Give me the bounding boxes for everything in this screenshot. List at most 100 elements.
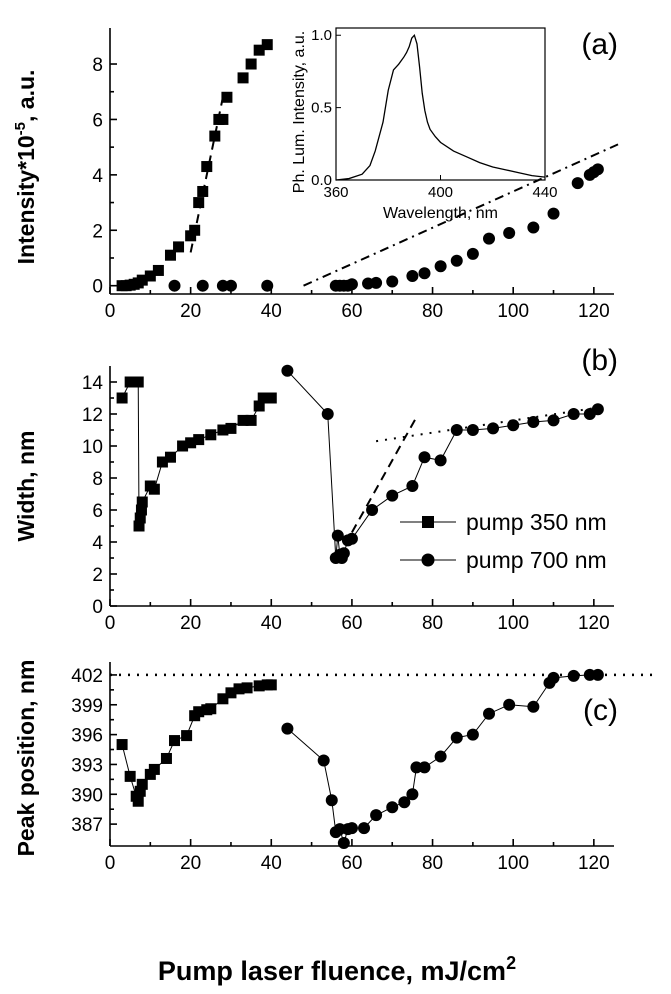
panel-b-x-tick-label: 60 (341, 613, 362, 634)
panel-c: 0 20 40 60 80 100 120 387 390 393 396 399 402 (c) Peak… (13, 660, 653, 986)
panel-a-series-700nm-point (466, 247, 479, 260)
panel-b-series-350nm-point (185, 437, 197, 449)
panel-b-series-350nm (116, 376, 277, 532)
panel-b-y-tick-label: 6 (92, 501, 103, 522)
panel-c-series-700nm-point (434, 750, 447, 763)
panel-a-series-350nm (116, 39, 273, 292)
panel-a-series-350nm-point (237, 72, 249, 84)
panel-a-inset: 360 400 440 0.0 0.5 1.0 Wavelength, nm Ph. Lum.… (291, 27, 558, 222)
inset-y-tick-label: 1.0 (311, 27, 332, 44)
panel-a-y-tick-label: 0 (92, 277, 103, 298)
panel-a-series-700nm-point (547, 207, 560, 220)
legend-label-0: pump 350 nm (466, 509, 607, 535)
panel-a-series-350nm-point (164, 249, 176, 261)
inset-frame (335, 27, 546, 181)
panel-b-y-tick-label: 2 (92, 565, 103, 586)
panel-c-x-tick-label: 20 (180, 853, 201, 874)
panel-c-x-tick-label: 100 (497, 853, 529, 874)
panel-c-series-350nm-point (193, 706, 205, 718)
panel-a-series-700nm-point (370, 276, 383, 289)
panel-c-series-350nm-point (253, 680, 265, 692)
legend-marker-1 (421, 553, 435, 567)
panel-a-series-350nm-point (245, 58, 257, 70)
legend-marker-0 (422, 516, 434, 528)
legend: pump 350 nm pump 700 nm (400, 509, 607, 573)
panel-b-x-tick-label: 120 (578, 613, 610, 634)
panel-c-series-700nm-point (591, 668, 604, 681)
panel-b-series-700nm-point (418, 451, 431, 464)
panel-a: 0 20 40 60 80 100 120 0 2 4 6 8 (a) Intensity*10-5, a… (12, 27, 619, 322)
legend-label-1: pump 700 nm (466, 547, 607, 573)
panel-c-series-350nm-point (241, 682, 253, 694)
panel-c-series-350nm-point (148, 763, 160, 775)
panel-c-series-700nm-point (345, 822, 358, 835)
panel-c-y-tick-label: 390 (71, 785, 103, 806)
panel-a-series-700nm-point (450, 254, 463, 267)
panel-b-series-350nm-point (177, 440, 189, 452)
panel-b-series-700nm-point (345, 532, 358, 545)
panel-a-series-700nm-point (345, 278, 358, 291)
inset-x-tick-label: 440 (532, 184, 557, 201)
inset-y-tick-label: 0.0 (311, 172, 332, 189)
panel-a-series-700nm-point (418, 267, 431, 280)
panel-b-x-tick-label: 80 (422, 613, 443, 634)
panel-a-series-700nm-point (571, 177, 584, 190)
panel-a-x-tick-label: 60 (341, 301, 362, 322)
panel-c-x-tick-label: 60 (341, 853, 362, 874)
panel-b-y-tick-label: 12 (82, 405, 103, 426)
panel-c-series-700nm-point (450, 731, 463, 744)
x-axis-label: Pump laser fluence, mJ/cm2 (158, 953, 516, 986)
panel-c-series-350nm-point (124, 770, 136, 782)
panel-a-series-350nm-point (209, 130, 221, 142)
panel-c-y-tick-label: 402 (71, 666, 103, 687)
panel-a-x-tick-label: 80 (422, 301, 443, 322)
panel-b-series-350nm-point (225, 422, 237, 434)
panel-c-series-700nm-point (466, 728, 479, 741)
panel-a-series-350nm-point (193, 197, 205, 209)
panel-a-series-350nm-point (253, 44, 265, 56)
panel-b-y-tick-label: 14 (82, 373, 104, 394)
panel-b: 0 20 40 60 80 100 120 0 2 4 6 8 10 12 14 (b) Width, nm pu… (13, 344, 618, 634)
panel-c-series-350nm-point (169, 735, 181, 747)
panel-c-series-700nm-point (567, 669, 580, 682)
panel-b-series-700nm-point (547, 414, 560, 427)
panel-c-series-350nm (116, 679, 277, 807)
panel-c-series-700nm-point (418, 761, 431, 774)
panel-a-series-350nm-point (221, 91, 233, 103)
panel-c-series-350nm-point (225, 687, 237, 699)
panel-c-series-350nm-point (181, 730, 193, 742)
inset-y-axis-label: Ph. Lum. Intensity, a.u. (291, 31, 308, 193)
panel-a-series-700nm-point (591, 163, 604, 176)
panel-b-series-700nm-point (337, 547, 350, 560)
panel-b-series-700nm-point (386, 489, 399, 502)
panel-c-x-tick-label: 80 (422, 853, 443, 874)
panel-a-x-tick-label: 100 (497, 301, 529, 322)
panel-c-x-tick-label: 40 (261, 853, 282, 874)
inset-x-tick-label: 400 (428, 184, 453, 201)
panel-c-series-350nm-point (233, 683, 245, 695)
panel-b-series-350nm-point (136, 496, 148, 508)
panel-b-series-350nm-point (205, 429, 217, 441)
panel-b-series-700nm-point (450, 424, 463, 436)
panel-c-series-350nm-point (205, 703, 217, 715)
panel-c-series-700nm-point (386, 801, 399, 814)
panel-b-series-700nm (281, 364, 604, 564)
panel-b-x-tick-label: 40 (261, 613, 282, 634)
panel-a-series-350nm-point (185, 230, 197, 242)
panel-b-x-tick-label: 100 (497, 613, 529, 634)
inset-spectrum-line (335, 33, 546, 181)
panel-b-series-350nm-point (164, 451, 176, 463)
panel-b-y-tick-label: 8 (92, 469, 103, 490)
panel-a-fit-line (303, 143, 619, 287)
panel-a-y-tick-label: 6 (92, 110, 103, 131)
panel-c-series-700nm-point (317, 754, 330, 767)
panel-c-y-tick-label: 387 (71, 815, 103, 836)
panel-b-y-tick-label: 4 (92, 533, 103, 554)
panel-b-series-700nm-point (527, 416, 540, 428)
panel-a-series-350nm-point (217, 113, 229, 125)
panel-c-y-tick-label: 396 (71, 726, 103, 747)
panel-c-label: (c) (583, 694, 618, 727)
panel-c-series-700nm-point (398, 796, 411, 809)
panel-b-series-700nm-point (331, 529, 344, 542)
panel-b-series-350nm-point (132, 376, 144, 388)
